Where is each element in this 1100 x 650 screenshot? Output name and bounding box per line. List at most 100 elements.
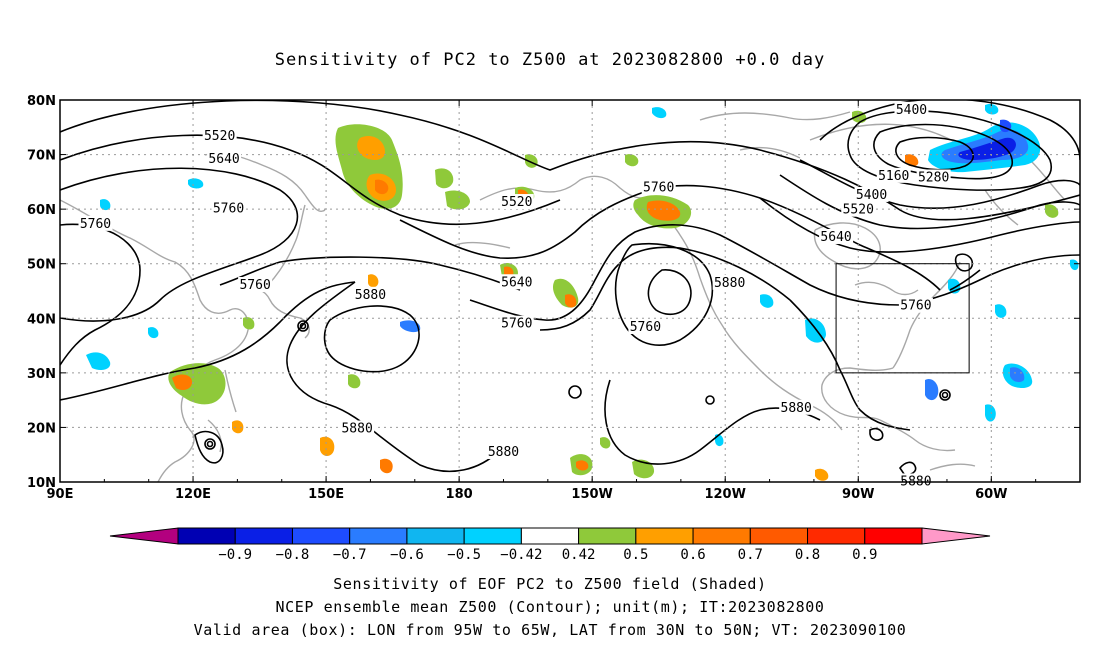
contour-label-bg [841,201,876,217]
contour-label: 5520 [501,195,532,210]
map-frame [59,99,1081,483]
contour-label-bg [641,179,676,195]
x-tick-label: 150W [571,487,612,502]
contour-label-bg [628,319,663,335]
colorbar-segment [349,527,408,545]
colorbar-segment [177,527,236,545]
chart-title: Sensitivity of PC2 to Z500 at 2023082800… [274,50,826,70]
contour-label: 5760 [213,202,244,217]
footer-line-shading: Sensitivity of EOF PC2 to Z500 field (Sh… [333,575,767,593]
y-tick-label: 50N [27,258,56,273]
y-axis: 10N 20N 30N 40N 50N 60N 70N 80N [27,94,1080,491]
contour-label-bg [499,274,534,290]
colorbar-tick-label: 0.9 [852,547,877,563]
colorbar-segment [692,527,751,545]
contour-label-bg [712,274,747,290]
x-axis: 90E 120E 150E 180 150W 120W 90W 60W [47,100,1081,502]
x-tick-label: 60W [975,487,1007,502]
contour-label-bg [898,297,933,313]
colorbar-tick-label: 0.6 [680,547,705,563]
colorbar-segment [463,527,522,545]
colorbar-tick-label: 0.5 [623,547,648,563]
colorbar-segment [749,527,809,545]
colorbar: −0.9 −0.8 −0.7 −0.6 −0.5 −0.42 0.42 0.5 0.6 0.7 0.… [109,527,991,563]
contour-label: 5520 [204,129,235,144]
contour-label: 5760 [501,317,532,332]
contour-label-bg [876,167,911,183]
x-tick-label: 180 [446,487,473,502]
colorbar-segment [234,527,293,545]
contour-label-bg [353,286,388,302]
contour-labels: 5520 5640 5760 5760 5760 5880 5520 5640 5760 5760… [78,101,951,489]
contour-label-bg [894,101,929,117]
colorbar-tick-label: 0.8 [795,547,820,563]
contour-label-bg [211,200,246,216]
colorbar-tick-label: −0.42 [500,547,542,563]
y-tick-label: 40N [27,312,56,327]
contour-label: 5760 [900,299,931,314]
colorbar-segment [635,527,694,545]
colorbar-tick-label: 0.42 [562,547,596,563]
footer-line-valid-area: Valid area (box): LON from 95W to 65W, L… [193,621,907,639]
contour-label: 5160 [878,169,909,184]
contour-label-bg [819,228,854,244]
contour-label: 5880 [781,401,812,416]
colorbar-tick-label: −0.5 [447,547,481,563]
x-tick-label: 120E [175,487,211,502]
colorbar-low-extend [109,527,179,545]
x-tick-label: 150E [308,487,344,502]
contour-label-bg [854,186,889,202]
colorbar-segment [578,527,637,545]
contour-label-bg [898,473,933,489]
contour-label-bg [238,276,273,292]
contour-label: 5880 [488,445,519,460]
x-tick-label: 90W [842,487,874,502]
valid-area-box [835,263,970,374]
colorbar-segment [520,527,580,545]
colorbar-high-extend [921,527,991,545]
y-tick-label: 10N [27,476,56,491]
contour-label-bg [486,443,521,459]
colorbar-segment [807,527,866,545]
contour-label: 5640 [501,275,532,290]
colorbar-segment [406,527,465,545]
contour-label: 5760 [630,320,661,335]
contour-label: 5400 [856,188,887,203]
contour-label: 5280 [918,170,949,185]
colorbar-tick-label: −0.7 [333,547,367,563]
x-tick-label: 120W [704,487,745,502]
colorbar-tick-label: 0.7 [738,547,763,563]
contour-label: 5760 [239,278,270,293]
y-tick-label: 60N [27,203,56,218]
colorbar-tick-label: −0.8 [276,547,310,563]
y-tick-label: 20N [27,421,56,436]
z500-contours [60,100,1080,476]
x-tick-label: 90E [47,487,74,502]
colorbar-tick-label: −0.6 [390,547,424,563]
contour-label-bg [499,315,534,331]
contour-label-bg [78,215,113,231]
contour-label: 5520 [843,203,874,218]
contour-label-bg [779,399,814,415]
contour-label: 5760 [643,180,674,195]
contour-label-bg [916,169,951,185]
footer-line-contour: NCEP ensemble mean Z500 (Contour); unit(… [275,598,825,616]
contour-label-bg [202,128,237,144]
contour-label: 5640 [820,230,851,245]
colorbar-tick-label: −0.9 [218,547,252,563]
colorbar-segment [864,527,923,545]
y-tick-label: 70N [27,149,56,164]
contour-label: 5640 [208,152,239,167]
colorbar-segment [291,527,351,545]
contour-label: 5880 [714,276,745,291]
contour-label: 5400 [896,103,927,118]
contour-label: 5880 [341,422,372,437]
contour-label-bg [340,420,375,436]
y-tick-label: 80N [27,94,56,109]
contour-label: 5760 [80,217,111,232]
y-tick-label: 30N [27,367,56,382]
contour-label-bg [207,150,242,166]
contour-label: 5880 [355,288,386,303]
contour-label-bg [499,194,534,210]
